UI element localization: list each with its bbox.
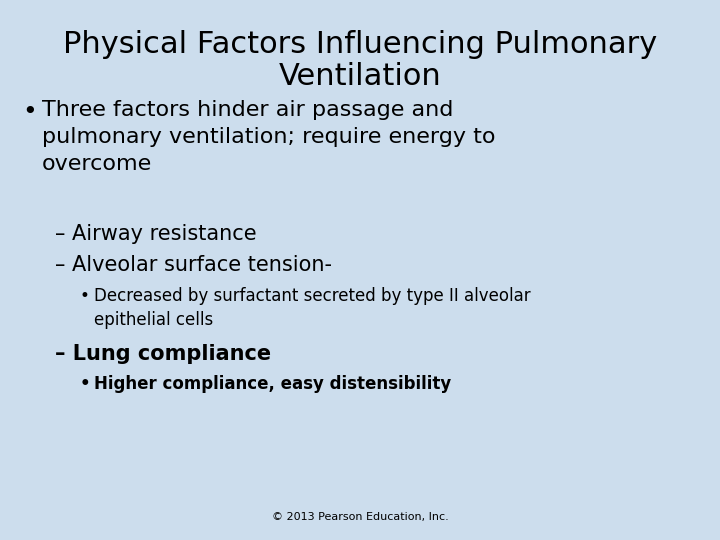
Text: – Lung compliance: – Lung compliance	[55, 344, 271, 364]
Text: •: •	[80, 287, 90, 305]
Text: •: •	[80, 375, 91, 393]
Text: •: •	[22, 100, 37, 124]
Text: Three factors hinder air passage and
pulmonary ventilation; require energy to
ov: Three factors hinder air passage and pul…	[42, 100, 495, 174]
Text: Physical Factors Influencing Pulmonary: Physical Factors Influencing Pulmonary	[63, 30, 657, 59]
Text: – Airway resistance: – Airway resistance	[55, 224, 256, 244]
Text: Decreased by surfactant secreted by type II alveolar
epithelial cells: Decreased by surfactant secreted by type…	[94, 287, 531, 329]
Text: Higher compliance, easy distensibility: Higher compliance, easy distensibility	[94, 375, 451, 393]
Text: – Alveolar surface tension-: – Alveolar surface tension-	[55, 255, 332, 275]
Text: Ventilation: Ventilation	[279, 62, 441, 91]
Text: © 2013 Pearson Education, Inc.: © 2013 Pearson Education, Inc.	[271, 512, 449, 522]
